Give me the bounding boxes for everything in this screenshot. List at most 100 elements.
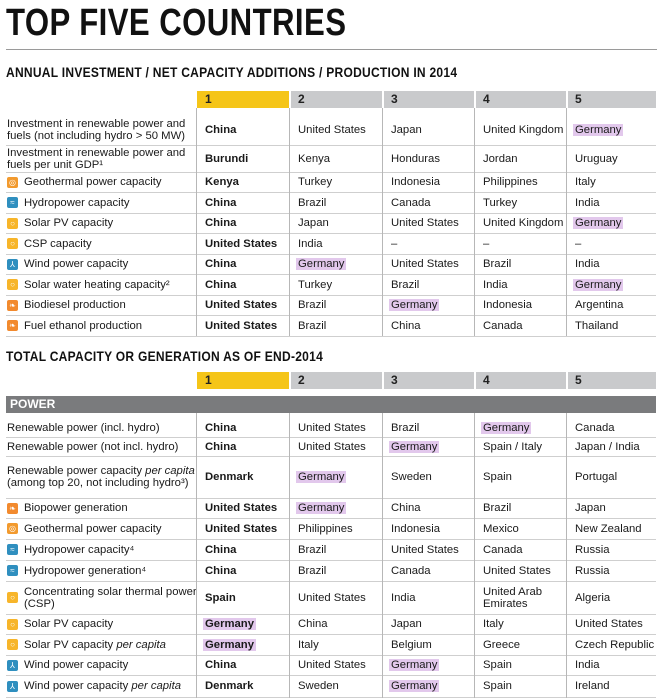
rank-2-cell: Brazil — [290, 539, 383, 560]
country-name: United States — [391, 217, 459, 229]
country-name: Greece — [483, 638, 521, 651]
rank-4-cell: United Kingdom — [475, 213, 567, 233]
rank-3-cell: Indonesia — [383, 172, 475, 192]
row-label: Investment in renewable power and fuels … — [6, 114, 197, 145]
row-divider — [6, 456, 656, 457]
row-label: ○ Solar PV capacity — [6, 614, 197, 634]
solar-icon: ○ — [7, 639, 18, 650]
country-name: Russia — [575, 564, 610, 577]
rank-5-cell: Germany — [567, 114, 656, 145]
rank-3-cell: Germany — [383, 437, 475, 456]
country-name: Spain — [483, 471, 512, 483]
table-row: ○ Solar PV capacity Germany China Japan Italy… — [6, 614, 656, 634]
country-name: Indonesia — [391, 176, 440, 188]
row-divider — [6, 254, 656, 255]
solar-icon: ○ — [7, 279, 18, 290]
rank-5-cell: Czech Republic — [567, 634, 656, 655]
country-name: Mexico — [483, 522, 519, 535]
country-name: Germany — [573, 278, 624, 291]
country-name: – — [483, 237, 490, 250]
rank-1-cell: Germany — [197, 634, 290, 655]
column-divider — [566, 108, 567, 336]
page-title: TOP FIVE COUNTRIES — [6, 2, 347, 44]
column-divider — [474, 413, 475, 698]
rank-5-cell: Germany — [567, 274, 656, 295]
table-row: Renewable power capacity per capita (amo… — [6, 456, 656, 498]
rank-5-cell: Uruguay — [567, 145, 656, 172]
column-header-separator — [289, 91, 291, 108]
country-name: India — [298, 237, 323, 250]
row-divider — [6, 233, 656, 234]
rank-4-cell: Turkey — [475, 192, 567, 213]
solar-icon: ○ — [7, 238, 18, 249]
row-label-text: Geothermal power capacity — [24, 522, 162, 535]
rank-5-cell: Germany — [567, 213, 656, 233]
country-name: New Zealand — [575, 522, 642, 535]
country-name: India — [575, 196, 600, 209]
country-name: Japan — [391, 618, 422, 630]
country-name: United States — [298, 123, 366, 136]
country-name: China — [205, 543, 237, 556]
country-name: China — [205, 123, 237, 136]
row-label: ❧ Biopower generation — [6, 498, 197, 518]
country-name: Italy — [483, 618, 504, 630]
row-divider — [6, 336, 656, 337]
row-divider — [6, 518, 656, 519]
rank-3-cell: Belgium — [383, 634, 475, 655]
rank-2-cell: Sweden — [290, 675, 383, 697]
country-name: Germany — [481, 421, 532, 434]
country-name: Sweden — [298, 680, 339, 692]
rank-1-cell: China — [197, 539, 290, 560]
table-row: Renewable power (not incl. hydro) China Un… — [6, 437, 656, 456]
rank-4-cell: United Kingdom — [475, 114, 567, 145]
rank-4-cell: Philippines — [475, 172, 567, 192]
column-header-separator — [382, 372, 384, 389]
rank-2-cell: United States — [290, 437, 383, 456]
rank-4-cell: Canada — [475, 539, 567, 560]
country-name: Russia — [575, 543, 610, 556]
country-name: China — [205, 421, 237, 434]
rank-4-cell: Italy — [475, 614, 567, 634]
column-divider — [474, 108, 475, 336]
table-row: ≈ Hydropower capacity China Brazil Canada Tur… — [6, 192, 656, 213]
country-name: Denmark — [205, 471, 254, 483]
country-name: Germany — [203, 618, 256, 630]
country-name: Japan — [575, 502, 606, 514]
rank-4-cell: – — [475, 233, 567, 254]
row-label-text: Renewable power (not incl. hydro) — [7, 440, 179, 453]
table-row: ○ Solar water heating capacity² China Turke… — [6, 274, 656, 295]
country-name: Indonesia — [483, 299, 532, 311]
rank-4-cell: Brazil — [475, 254, 567, 274]
country-name: Denmark — [205, 680, 254, 692]
country-name: Germany — [389, 299, 440, 311]
rank-5-cell: Canada — [567, 418, 656, 437]
rank-4-cell: Spain / Italy — [475, 437, 567, 456]
country-name: Algeria — [575, 591, 611, 604]
country-name: Philippines — [483, 176, 538, 188]
row-label-text: Investment in renewable power and fuels … — [7, 146, 186, 171]
rank-5-cell: Argentina — [567, 295, 656, 315]
country-name: Belgium — [391, 638, 432, 651]
row-label-text: Concentrating solar thermal power (CSP) — [24, 585, 197, 610]
rank-3-cell: Canada — [383, 192, 475, 213]
rank-3-cell: United States — [383, 539, 475, 560]
row-label-text: Wind power capacity — [24, 258, 129, 270]
table-row: ⅄ Wind power capacity per capita Denmark Sw… — [6, 675, 656, 697]
rank-5-cell: Russia — [567, 539, 656, 560]
country-name: Turkey — [298, 278, 333, 291]
solar-icon: ○ — [7, 217, 18, 229]
country-name: Brazil — [298, 564, 327, 577]
row-label-text: Solar PV capacity per capita — [24, 638, 166, 651]
column-header-2: 2 — [298, 373, 305, 387]
rank-2-cell: Turkey — [290, 274, 383, 295]
country-name: Germany — [296, 258, 347, 270]
country-name: China — [205, 217, 237, 229]
column-header-separator — [382, 91, 384, 108]
wind-icon: ⅄ — [7, 659, 18, 671]
rank-5-cell: India — [567, 655, 656, 675]
row-label: ❧ Biodiesel production — [6, 295, 197, 315]
country-name: Brazil — [391, 421, 420, 434]
row-divider — [6, 274, 656, 275]
